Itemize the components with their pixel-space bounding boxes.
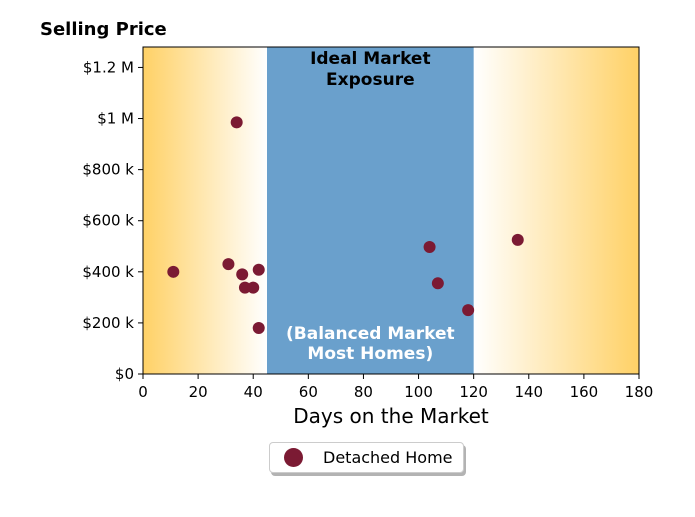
data-point [511, 233, 524, 246]
ideal-band [267, 47, 474, 374]
x-tick-label: 160 [570, 383, 599, 401]
plot-frame [142, 46, 640, 375]
data-point [236, 268, 249, 281]
x-tick-label: 120 [459, 383, 488, 401]
x-axis-label: Days on the Market [293, 404, 489, 428]
data-point [252, 322, 265, 335]
legend: Detached Home [269, 442, 464, 473]
x-tick-label: 80 [354, 383, 373, 401]
data-point [247, 281, 260, 294]
y-tick-label: $800 k [82, 161, 134, 179]
legend-marker [284, 448, 303, 467]
gradient-right [473, 47, 639, 374]
band-top-label: Exposure [326, 70, 415, 90]
band-bottom-label: Most Homes) [307, 344, 433, 364]
data-point [238, 281, 251, 294]
data-point [431, 277, 444, 290]
band-top-label: Ideal Market [310, 49, 431, 69]
data-point [167, 265, 180, 278]
x-tick-label: 0 [138, 383, 148, 401]
x-tick-label: 40 [244, 383, 263, 401]
x-tick-label: 60 [299, 383, 318, 401]
y-tick-label: $400 k [82, 263, 134, 281]
x-tick-label: 20 [189, 383, 208, 401]
x-tick-label: 180 [625, 383, 654, 401]
gradient-left [143, 47, 267, 374]
y-tick-label: $1.2 M [83, 58, 134, 76]
x-tick-label: 140 [514, 383, 543, 401]
y-tick-label: $200 k [82, 314, 134, 332]
chart-title: Selling Price [40, 19, 167, 40]
data-point [462, 304, 475, 317]
data-point [423, 241, 436, 254]
data-point [252, 263, 265, 276]
data-point [230, 116, 243, 129]
data-point [222, 258, 235, 271]
x-tick-label: 100 [404, 383, 433, 401]
band-bottom-label: (Balanced Market [286, 324, 455, 344]
legend-label: Detached Home [323, 448, 453, 467]
y-tick-label: $1 M [97, 110, 134, 128]
y-tick-label: $600 k [82, 212, 134, 230]
y-tick-label: $0 [115, 365, 134, 383]
